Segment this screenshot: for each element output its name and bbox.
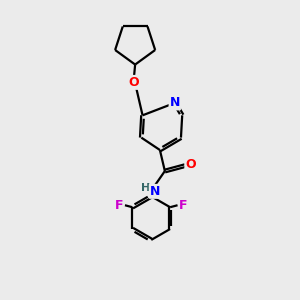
Text: N: N bbox=[150, 185, 160, 198]
Text: F: F bbox=[115, 199, 123, 212]
Text: O: O bbox=[185, 158, 196, 171]
Text: F: F bbox=[179, 199, 188, 212]
Text: H: H bbox=[141, 183, 150, 193]
Text: O: O bbox=[129, 76, 139, 89]
Text: N: N bbox=[169, 96, 180, 110]
